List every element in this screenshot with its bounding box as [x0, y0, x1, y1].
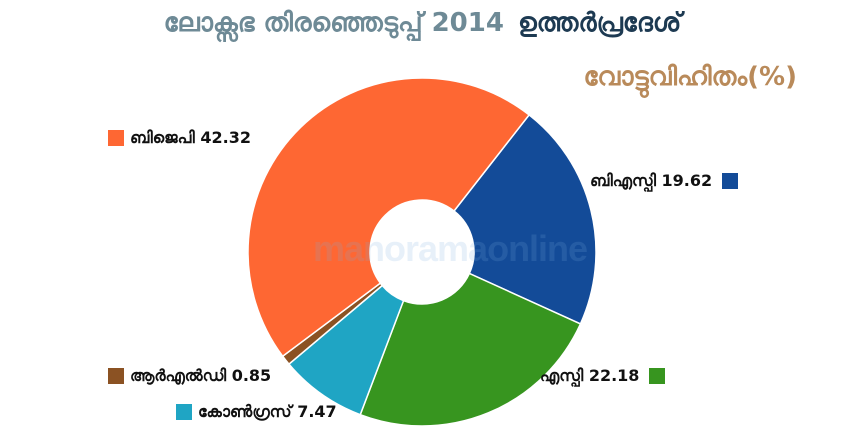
legend-swatch-sp — [649, 368, 666, 384]
title-election: ലോക്സഭ തിരഞ്ഞെടുപ്പ് 2014 — [163, 8, 504, 38]
legend-swatch-rld — [108, 368, 124, 384]
legend-value-sp: 22.18 — [588, 366, 640, 385]
legend-party-bjp: ബിജെപി — [130, 128, 195, 147]
legend-item-bsp: ബിഎസ്പി 19.62 — [590, 171, 739, 191]
legend-value-bsp: 19.62 — [661, 171, 713, 190]
slice-bjp — [247, 77, 531, 358]
legend-label-congress: കോൺഗ്രസ് 7.47 — [198, 402, 337, 422]
slice-sp — [359, 272, 582, 427]
legend-swatch-bjp — [108, 130, 124, 146]
watermark: manoramaonline — [313, 228, 588, 269]
legend-label-bjp: ബിജെപി 42.32 — [130, 128, 251, 148]
legend-swatch-congress — [176, 404, 192, 420]
slice-bsp — [452, 113, 597, 325]
legend-label-sp: എസ്പി 22.18 — [540, 366, 639, 386]
legend-item-rld: ആർഎൽഡി 0.85 — [108, 366, 271, 386]
legend-value-bjp: 42.32 — [200, 128, 251, 147]
legend-item-congress: കോൺഗ്രസ് 7.47 — [176, 402, 337, 422]
legend-item-sp: എസ്പി 22.18 — [540, 366, 666, 386]
legend-swatch-bsp — [722, 173, 739, 189]
legend-party-congress: കോൺഗ്രസ് — [198, 402, 292, 421]
legend-label-bsp: ബിഎസ്പി 19.62 — [590, 171, 712, 191]
legend-value-congress: 7.47 — [297, 402, 337, 421]
title-state: ഉത്തർപ്രദേശ് — [517, 8, 682, 38]
legend-value-rld: 0.85 — [231, 366, 272, 385]
legend-party-sp: എസ്പി — [540, 366, 584, 385]
legend-item-bjp: ബിജെപി 42.32 — [108, 128, 251, 148]
legend-party-bsp: ബിഎസ്പി — [590, 171, 656, 190]
legend-label-rld: ആർഎൽഡി 0.85 — [130, 366, 271, 386]
chart-title: ലോക്സഭ തിരഞ്ഞെടുപ്പ് 2014 ഉത്തർപ്രദേശ് — [0, 8, 845, 39]
chart-subtitle: വോട്ടുവിഹിതം(%) — [583, 62, 797, 92]
legend-party-rld: ആർഎൽഡി — [130, 366, 227, 385]
